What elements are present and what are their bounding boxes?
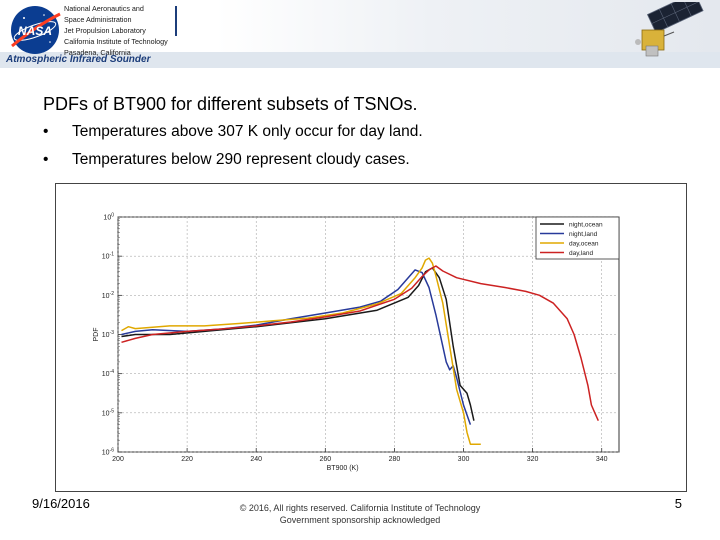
bullet-marker: •: [43, 123, 49, 140]
footer-date: 9/16/2016: [32, 496, 90, 511]
series-line-day-ocean: [121, 257, 481, 445]
bullet-marker: •: [43, 151, 49, 168]
satellite-icon: [635, 2, 704, 57]
slide-header: NASA National Aeronautics and Space Admi…: [0, 0, 720, 68]
page-number: 5: [674, 496, 682, 511]
y-tick-label: 10-1: [102, 252, 114, 261]
y-tick-label: 10-3: [102, 330, 114, 339]
org-line: Pasadena, California: [64, 48, 131, 57]
org-line: Space Administration: [64, 15, 132, 24]
bullet-text: Temperatures above 307 K only occur for …: [72, 123, 423, 140]
chart-container: 200 220 240 260 280 300 320 340 100 10-1 10-2 10-3 1…: [55, 183, 687, 492]
header-strip: [0, 52, 720, 68]
y-tick-label: 10-4: [102, 369, 114, 378]
bullet-text: Temperatures below 290 represent cloudy …: [72, 151, 410, 168]
y-tick-label: 10-6: [102, 448, 114, 457]
legend-label: day,ocean: [569, 241, 599, 248]
legend-label: night,ocean: [569, 222, 603, 229]
x-tick-label: 320: [527, 456, 539, 463]
x-axis-label: BT900 (K): [327, 465, 359, 472]
x-tick-label: 280: [389, 456, 401, 463]
copyright-line: © 2016, All rights reserved. California …: [239, 503, 481, 513]
series-line-day-land: [121, 265, 599, 422]
org-line: California Institute of Technology: [64, 37, 168, 46]
series-line-night-ocean: [121, 267, 475, 421]
x-tick-label: 200: [112, 456, 124, 463]
copyright-line: Government sponsorship acknowledged: [279, 515, 441, 525]
slide-title: PDFs of BT900 for different subsets of T…: [43, 94, 418, 114]
org-line: Jet Propulsion Laboratory: [64, 26, 146, 35]
svg-text:NASA: NASA: [18, 24, 52, 38]
y-axis-label: PDF: [93, 328, 100, 342]
y-tick-label: 10-2: [102, 291, 114, 300]
y-tick-label: 10-5: [102, 408, 114, 417]
x-tick-label: 240: [250, 456, 262, 463]
legend-label: day,land: [569, 250, 593, 257]
nasa-logo-icon: NASA: [11, 6, 61, 54]
org-line: National Aeronautics and: [64, 4, 144, 13]
x-tick-label: 220: [181, 456, 193, 463]
header-subtitle: Atmospheric Infrared Sounder: [6, 54, 151, 65]
org-block: National Aeronautics and Space Administr…: [64, 3, 168, 58]
x-tick-label: 260: [319, 456, 331, 463]
header-divider: [175, 6, 177, 36]
footer-copyright: © 2016, All rights reserved. California …: [200, 502, 520, 526]
pdf-chart: 200 220 240 260 280 300 320 340 100 10-1 10-2 10-3 1…: [93, 213, 620, 472]
y-tick-label: 100: [103, 213, 114, 222]
x-tick-label: 340: [596, 456, 608, 463]
x-tick-label: 300: [458, 456, 470, 463]
legend-label: night,land: [569, 231, 598, 238]
